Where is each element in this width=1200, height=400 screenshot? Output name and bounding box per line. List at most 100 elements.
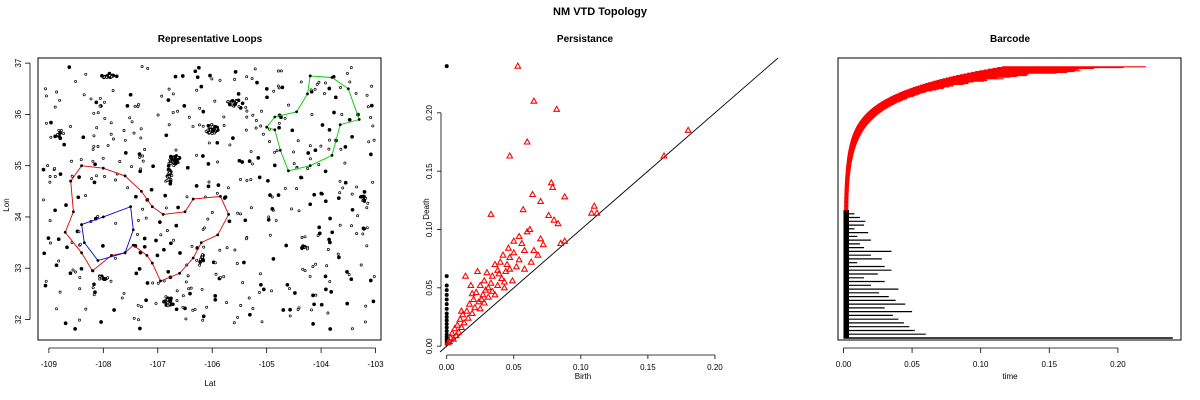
cycle-vertex: [191, 197, 195, 201]
precinct-point: [276, 84, 280, 88]
precinct-point: [58, 98, 62, 102]
precinct-point: [303, 235, 307, 239]
precinct-point: [92, 180, 97, 185]
precinct-point: [191, 125, 195, 129]
dim1-feature-point: [483, 268, 491, 276]
precinct-point: [280, 85, 285, 90]
precinct-point: [57, 128, 61, 132]
precinct-point: [197, 65, 201, 70]
precinct-point: [138, 326, 142, 331]
precinct-point: [235, 100, 239, 103]
precinct-point: [363, 320, 367, 324]
precinct-point: [101, 156, 105, 160]
precinct-point: [349, 277, 354, 282]
precinct-point: [53, 175, 57, 178]
precinct-point: [99, 320, 103, 324]
cycle-vertex: [338, 123, 342, 127]
x-tick-label: 0.20: [1110, 360, 1126, 369]
precinct-point: [146, 67, 150, 70]
dim1-feature-point: [539, 240, 548, 248]
precinct-point: [81, 135, 86, 140]
precinct-point: [166, 269, 171, 274]
precinct-point: [133, 104, 137, 108]
precinct-point: [259, 272, 262, 276]
y-tick-label: 0.20: [425, 105, 434, 121]
precinct-point: [105, 75, 108, 79]
precinct-point: [76, 195, 81, 200]
precinct-point: [165, 179, 169, 183]
precinct-point: [306, 167, 310, 170]
precinct-point: [210, 123, 214, 127]
precinct-point: [173, 74, 178, 79]
precinct-point: [151, 164, 155, 169]
precinct-point: [237, 105, 241, 109]
precinct-point: [53, 166, 57, 170]
dim1-feature-point: [512, 262, 521, 270]
precinct-point: [136, 303, 140, 307]
loops-point-cloud: [41, 65, 376, 331]
precinct-point: [231, 136, 235, 140]
precinct-point: [350, 224, 353, 228]
dim1-feature-point: [457, 323, 466, 331]
precinct-point: [207, 180, 211, 184]
dim1-feature-point: [528, 190, 537, 198]
precinct-point: [225, 246, 229, 250]
precinct-point: [128, 92, 133, 97]
dim1-feature-point: [560, 237, 569, 244]
loops-y-axis: 32 33 34 35 36 37: [14, 58, 31, 324]
precinct-point: [274, 218, 278, 222]
precinct-point: [310, 308, 313, 312]
precinct-point: [222, 275, 226, 279]
dim0-feature-point: [444, 329, 449, 333]
dim1-feature-point: [451, 324, 459, 332]
precinct-point: [270, 195, 274, 199]
precinct-point: [118, 160, 122, 163]
precinct-point: [296, 308, 300, 311]
dim1-feature-point: [463, 307, 471, 314]
cycle-vertex: [69, 179, 73, 183]
precinct-point: [167, 87, 171, 91]
cycle-vertex: [191, 256, 195, 260]
precinct-point: [260, 109, 263, 113]
y-tick-label: 0.10: [425, 221, 434, 237]
precinct-point: [46, 164, 50, 168]
precinct-point: [112, 308, 116, 312]
precinct-point: [169, 296, 173, 301]
precinct-point: [171, 111, 175, 115]
y-tick-label: 34: [14, 212, 23, 221]
precinct-point: [201, 318, 205, 322]
precinct-point: [58, 131, 62, 135]
precinct-point: [114, 221, 118, 225]
cycle-vertex: [161, 213, 165, 216]
precinct-point: [56, 237, 61, 242]
precinct-point: [90, 177, 94, 181]
y-tick-label: 0.00: [425, 338, 434, 354]
y-tick-label: 33: [14, 263, 23, 272]
precinct-point: [319, 144, 323, 148]
precinct-point: [350, 327, 354, 331]
precinct-point: [74, 79, 78, 83]
precinct-point: [144, 216, 148, 220]
persistence-x-label: Birth: [575, 372, 591, 381]
precinct-point: [78, 318, 81, 322]
precinct-point: [267, 215, 271, 219]
precinct-point: [91, 159, 95, 163]
precinct-point: [253, 67, 257, 71]
precinct-point: [317, 163, 321, 167]
precinct-point: [206, 217, 210, 221]
cycle-vertex: [101, 166, 105, 170]
precinct-point: [113, 256, 117, 260]
precinct-point: [240, 101, 245, 106]
precinct-point: [188, 291, 192, 296]
dim1-feature-point: [508, 276, 517, 284]
precinct-point: [244, 237, 248, 241]
precinct-point: [62, 142, 67, 147]
precinct-point: [130, 120, 134, 124]
precinct-point: [313, 87, 317, 91]
precinct-point: [213, 99, 217, 103]
precinct-point: [327, 147, 331, 151]
precinct-point: [79, 266, 84, 271]
precinct-point: [49, 120, 53, 125]
precinct-point: [305, 247, 309, 251]
precinct-point: [64, 203, 68, 207]
